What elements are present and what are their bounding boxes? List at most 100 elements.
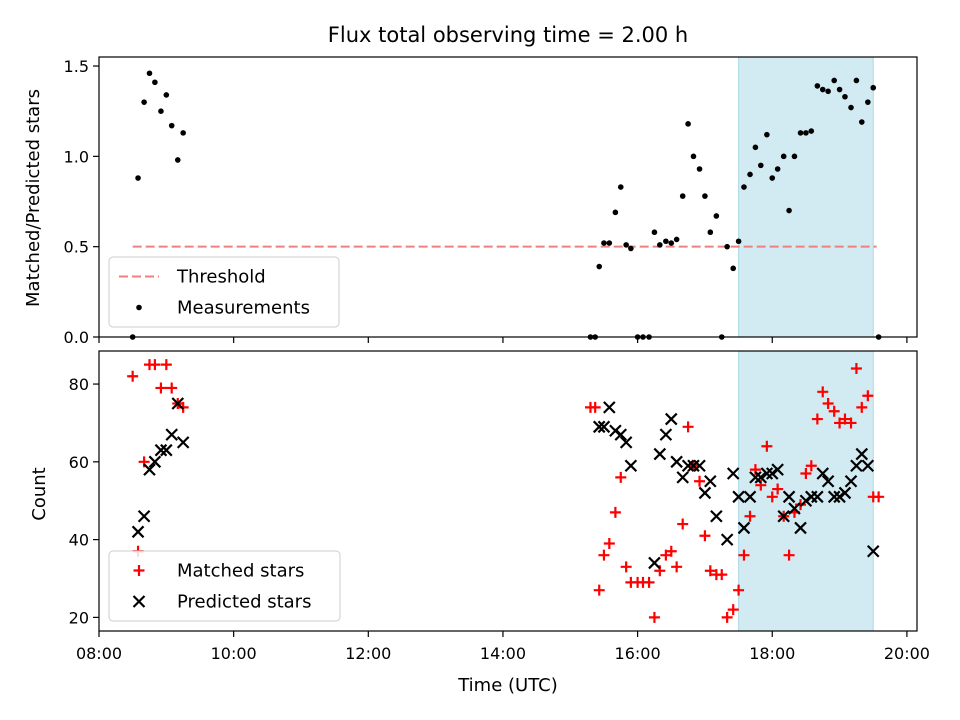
matched-star-point bbox=[694, 475, 706, 487]
measurement-point bbox=[663, 238, 669, 245]
matched-star-point bbox=[671, 561, 683, 573]
matched-star-point bbox=[609, 506, 621, 518]
matched-star-point bbox=[766, 491, 778, 503]
x-tick-label: 18:00 bbox=[749, 644, 795, 663]
measurement-point bbox=[158, 108, 164, 114]
matched-star-point bbox=[783, 549, 795, 561]
matched-star-point bbox=[727, 604, 739, 616]
legend-dot-swatch bbox=[136, 304, 142, 311]
measurement-point bbox=[741, 184, 747, 190]
predicted-star-point bbox=[659, 428, 673, 441]
predicted-star-point bbox=[850, 459, 863, 472]
measurement-point bbox=[853, 77, 860, 84]
predicted-star-point bbox=[619, 436, 633, 449]
count-frame bbox=[98, 350, 918, 632]
predicted-star-point bbox=[160, 443, 173, 457]
count-y-tick-label: 80 bbox=[69, 375, 89, 394]
measurement-point bbox=[808, 128, 815, 134]
matched-star-point bbox=[704, 565, 716, 577]
count-series-x bbox=[131, 397, 880, 570]
measurement-point bbox=[825, 88, 831, 95]
matched-star-point bbox=[593, 584, 605, 596]
predicted-star-point bbox=[165, 428, 178, 441]
predicted-star-point bbox=[782, 490, 796, 504]
count-y-tick-label: 20 bbox=[69, 608, 89, 627]
measurement-point bbox=[601, 240, 607, 246]
matched-star-point bbox=[738, 549, 750, 561]
predicted-star-point bbox=[154, 443, 168, 457]
ratio-y-tick-label: 0.5 bbox=[64, 238, 89, 257]
predicted-star-point bbox=[726, 467, 740, 480]
measurement-point bbox=[764, 131, 770, 138]
legend-x-label: Predicted stars bbox=[177, 592, 311, 613]
ratio-y-tick-label: 0.0 bbox=[64, 328, 89, 347]
measurement-point bbox=[735, 238, 742, 245]
predicted-star-point bbox=[624, 459, 638, 472]
matched-star-point bbox=[873, 491, 885, 503]
matched-star-point bbox=[589, 401, 601, 413]
measurement-point bbox=[180, 130, 186, 136]
measurement-point bbox=[702, 193, 708, 199]
count-panel: 20 40 60 80 08:00 10:00 12:00 14:00 16:00 18:00 20… bbox=[69, 350, 930, 663]
measurement-point bbox=[135, 175, 141, 181]
predicted-star-point bbox=[811, 490, 824, 504]
measurement-point bbox=[780, 153, 787, 160]
measurement-point bbox=[814, 83, 821, 89]
predicted-star-point bbox=[737, 521, 751, 535]
ratio-y-tick-label: 1.5 bbox=[64, 57, 89, 76]
measurement-point bbox=[870, 84, 877, 91]
measurement-point bbox=[141, 99, 147, 105]
count-y-tick-label: 40 bbox=[69, 531, 89, 550]
measurement-point bbox=[685, 121, 691, 127]
matched-star-point bbox=[620, 561, 632, 573]
measurement-point bbox=[673, 236, 680, 243]
ratio-highlight-span bbox=[738, 56, 874, 338]
matched-star-point bbox=[603, 538, 615, 549]
predicted-star-point bbox=[664, 412, 678, 426]
predicted-star-point bbox=[855, 447, 869, 461]
measurement-point bbox=[651, 229, 658, 236]
measurement-point bbox=[612, 209, 619, 216]
predicted-star-point bbox=[681, 459, 695, 472]
matched-star-point bbox=[643, 576, 655, 588]
count-legend: Matched stars Predicted stars bbox=[108, 550, 341, 622]
x-tick-label: 12:00 bbox=[345, 644, 391, 663]
matched-star-point bbox=[862, 390, 874, 402]
predicted-star-point bbox=[732, 490, 745, 504]
predicted-star-point bbox=[743, 490, 757, 504]
x-tick-label: 20:00 bbox=[884, 644, 930, 663]
measurement-point bbox=[803, 130, 809, 136]
matched-star-point bbox=[155, 382, 167, 394]
matched-star-point bbox=[839, 413, 851, 425]
matched-star-point bbox=[828, 405, 840, 417]
measurement-point bbox=[758, 162, 764, 169]
predicted-star-point bbox=[693, 459, 706, 472]
measurement-point bbox=[146, 70, 153, 77]
predicted-star-point bbox=[788, 502, 801, 515]
count-highlight-span bbox=[738, 350, 874, 632]
matched-star-point bbox=[850, 363, 862, 374]
measurement-point bbox=[858, 119, 865, 125]
predicted-star-point bbox=[816, 467, 830, 480]
measurement-point bbox=[786, 207, 792, 214]
measurement-point bbox=[679, 193, 686, 199]
predicted-star-point bbox=[754, 471, 768, 484]
predicted-star-point bbox=[137, 510, 151, 523]
measurement-point bbox=[606, 240, 613, 246]
measurement-point bbox=[842, 93, 848, 100]
predicted-star-point bbox=[131, 525, 145, 539]
ratio-legend: Threshold Measurements bbox=[108, 256, 340, 328]
predicted-star-point bbox=[648, 556, 661, 570]
ratio-series-dot bbox=[129, 70, 882, 340]
x-axis-label: Time (UTC) bbox=[457, 675, 558, 696]
count-series-plus bbox=[127, 359, 885, 623]
measurement-point bbox=[747, 171, 753, 178]
matched-star-point bbox=[648, 611, 660, 623]
matched-star-point bbox=[682, 421, 694, 433]
measurement-point bbox=[848, 104, 854, 111]
measurement-point bbox=[769, 175, 776, 181]
x-tick-label: 16:00 bbox=[615, 644, 661, 663]
measurement-point bbox=[713, 213, 720, 219]
predicted-star-point bbox=[844, 475, 858, 488]
predicted-star-point bbox=[794, 521, 807, 535]
